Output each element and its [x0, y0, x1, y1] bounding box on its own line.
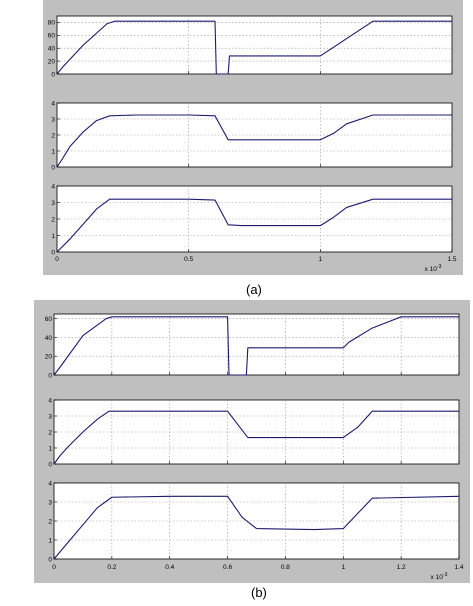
y-tick-label: 0 — [48, 461, 52, 468]
y-tick-label: 0 — [48, 556, 52, 563]
y-tick-label: 60 — [48, 33, 56, 40]
axes-box — [56, 15, 453, 75]
x-tick-label: 1.5 — [447, 256, 456, 263]
y-tick-label: 80 — [48, 20, 56, 27]
subplot-b-3: 0 1 2 3 4 — [48, 480, 460, 563]
subplot-a-1: 0 20 40 60 80 — [48, 15, 453, 78]
figure-a-frame: 020406080PPV(W)01234IREF(Amps)01234IPV(A… — [4, 0, 463, 275]
series-line — [53, 495, 460, 560]
x-tick-label: 1.4 — [454, 564, 463, 571]
subplot-a-3: 0 1 2 3 4 — [51, 183, 453, 256]
y-tick-label: 4 — [48, 480, 52, 487]
series-line — [53, 316, 459, 376]
y-tick-label: 1 — [48, 445, 52, 452]
subplot-b-1: 0 20 40 60 — [45, 313, 460, 379]
y-tick-label: 2 — [48, 518, 52, 525]
subplot-a-2: 0 1 2 3 4 — [51, 100, 453, 171]
y-tick-label: 1 — [48, 537, 52, 544]
y-tick-label: 0 — [48, 372, 52, 379]
y-tick-label: 3 — [51, 200, 55, 207]
y-tick-label: 4 — [51, 183, 55, 190]
figure-b-frame: 0204060PPV(W)01234IREF(Amps)01234IPV(Amp… — [4, 300, 470, 583]
x-exponent-label: x 10-3 — [425, 264, 442, 273]
y-tick-label: 20 — [48, 58, 56, 65]
y-tick-label: 2 — [51, 216, 55, 223]
x-tick-label: 0 — [52, 564, 56, 571]
y-tick-label: 40 — [45, 335, 53, 342]
figure-a-chart: 020406080PPV(W)01234IREF(Amps)01234IPV(A… — [4, 15, 457, 273]
caption-b: (b) — [251, 585, 267, 600]
x-tick-label: 1 — [341, 564, 345, 571]
y-tick-label: 0 — [51, 164, 55, 171]
y-tick-label: 1 — [51, 148, 55, 155]
y-tick-label: 2 — [48, 429, 52, 436]
series-line — [56, 20, 452, 75]
y-tick-label: 0 — [51, 71, 55, 78]
x-exponent-power: -3 — [437, 264, 442, 270]
x-tick-label: 0.5 — [184, 256, 193, 263]
x-tick-label: 0.4 — [165, 564, 174, 571]
x-exponent-label: x 10-3 — [431, 572, 448, 581]
y-tick-label: 3 — [51, 116, 55, 123]
caption-a: (a) — [246, 282, 262, 297]
x-exponent-base: x 10 — [425, 266, 438, 273]
subplot-b-2: 0 1 2 3 4 — [48, 397, 460, 468]
y-tick-label: 60 — [45, 316, 53, 323]
x-tick-label: 0 — [55, 256, 59, 263]
x-tick-label: 0.2 — [107, 564, 116, 571]
y-tick-label: 4 — [51, 100, 55, 107]
x-tick-label: 0.6 — [223, 564, 232, 571]
series-line — [53, 410, 459, 465]
x-exponent-power: -3 — [443, 572, 448, 578]
axes-box — [53, 313, 460, 376]
y-tick-label: 3 — [48, 499, 52, 506]
y-tick-label: 40 — [48, 46, 56, 53]
y-tick-label: 20 — [45, 354, 53, 361]
x-tick-label: 0.8 — [281, 564, 290, 571]
y-tick-label: 1 — [51, 233, 55, 240]
x-tick-label: 1.2 — [397, 564, 406, 571]
series-line — [56, 114, 452, 168]
figure-b-chart: 0204060PPV(W)01234IREF(Amps)01234IPV(Amp… — [4, 313, 464, 581]
y-tick-label: 3 — [48, 413, 52, 420]
y-tick-label: 0 — [51, 249, 55, 256]
series-line — [56, 198, 452, 253]
x-tick-label: 1 — [319, 256, 323, 263]
x-exponent-base: x 10 — [431, 574, 444, 581]
y-tick-label: 2 — [51, 132, 55, 139]
y-tick-label: 4 — [48, 397, 52, 404]
